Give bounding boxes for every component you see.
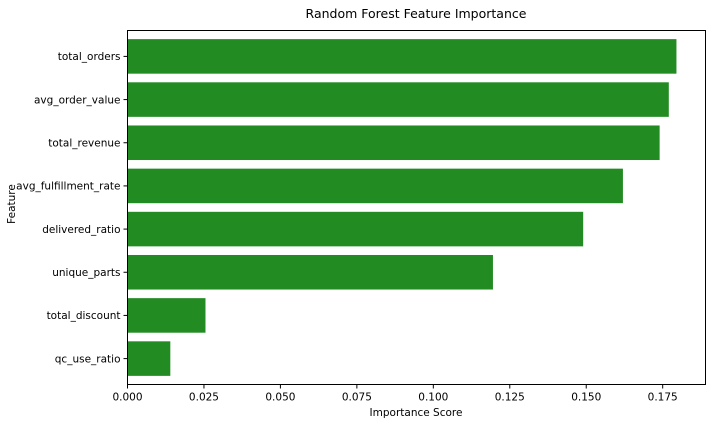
x-axis-label: Importance Score: [370, 407, 463, 419]
x-tick-label: 0.125: [495, 392, 525, 404]
y-tick-label: avg_fulfillment_rate: [16, 181, 120, 193]
y-tick-label: avg_order_value: [34, 94, 121, 106]
y-tick-label: total_discount: [47, 310, 121, 322]
bar-total_discount: [127, 298, 206, 333]
x-tick-label: 0.000: [112, 392, 142, 404]
y-tick-label: total_orders: [58, 51, 121, 63]
x-tick-label: 0.075: [342, 392, 372, 404]
bar-total_revenue: [127, 125, 660, 161]
y-tick-label: unique_parts: [52, 267, 120, 279]
y-tick-label: total_revenue: [48, 138, 120, 150]
x-tick-label: 0.025: [189, 392, 219, 404]
x-tick-label: 0.100: [418, 392, 448, 404]
bar-total_orders: [127, 39, 677, 74]
x-tick-label: 0.150: [571, 392, 601, 404]
plot-frame: [127, 30, 706, 385]
chart-title: Random Forest Feature Importance: [306, 6, 527, 21]
y-tick-label: delivered_ratio: [42, 224, 120, 236]
bar-avg_order_value: [127, 82, 669, 117]
bar-qc_use_ratio: [127, 341, 171, 376]
bar-avg_fulfillment_rate: [127, 168, 623, 204]
bar-unique_parts: [127, 254, 493, 290]
x-tick-label: 0.175: [648, 392, 678, 404]
bars-group: [127, 39, 677, 376]
y-ticks-group: total_orders avg_order_value total_revenue…: [16, 51, 128, 365]
x-tick-label: 0.050: [265, 392, 295, 404]
y-axis-label: Feature: [6, 184, 18, 224]
x-ticks-group: 0.000 0.025 0.050 0.075 0.100 0.125 0.150 0.175: [112, 384, 678, 404]
y-tick-label: qc_use_ratio: [55, 353, 121, 365]
bar-delivered_ratio: [127, 211, 584, 247]
